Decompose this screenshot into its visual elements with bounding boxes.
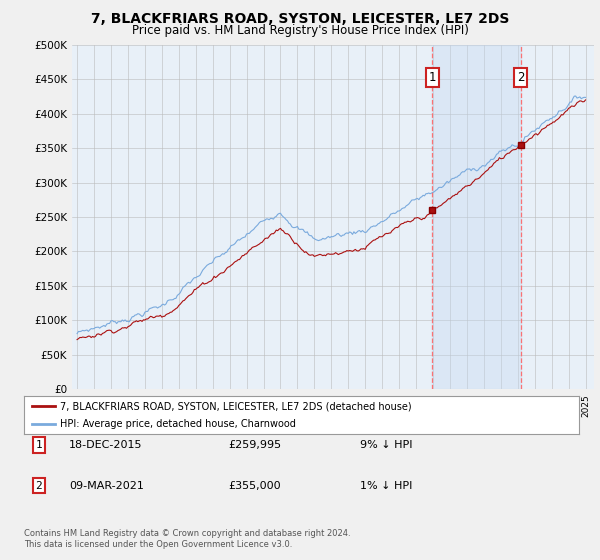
Text: £259,995: £259,995 [228, 440, 281, 450]
Text: £355,000: £355,000 [228, 480, 281, 491]
Text: 9% ↓ HPI: 9% ↓ HPI [360, 440, 413, 450]
Text: 2: 2 [35, 480, 43, 491]
Text: 18-DEC-2015: 18-DEC-2015 [69, 440, 143, 450]
Text: 7, BLACKFRIARS ROAD, SYSTON, LEICESTER, LE7 2DS (detached house): 7, BLACKFRIARS ROAD, SYSTON, LEICESTER, … [60, 401, 412, 411]
Text: Contains HM Land Registry data © Crown copyright and database right 2024.
This d: Contains HM Land Registry data © Crown c… [24, 529, 350, 549]
Text: Price paid vs. HM Land Registry's House Price Index (HPI): Price paid vs. HM Land Registry's House … [131, 24, 469, 36]
Bar [433, 45, 521, 389]
Text: 2: 2 [517, 71, 524, 85]
Text: 1: 1 [35, 440, 43, 450]
Text: 09-MAR-2021: 09-MAR-2021 [69, 480, 144, 491]
Text: 1: 1 [428, 71, 436, 85]
Text: 7, BLACKFRIARS ROAD, SYSTON, LEICESTER, LE7 2DS: 7, BLACKFRIARS ROAD, SYSTON, LEICESTER, … [91, 12, 509, 26]
Text: 1% ↓ HPI: 1% ↓ HPI [360, 480, 412, 491]
Text: HPI: Average price, detached house, Charnwood: HPI: Average price, detached house, Char… [60, 419, 296, 430]
